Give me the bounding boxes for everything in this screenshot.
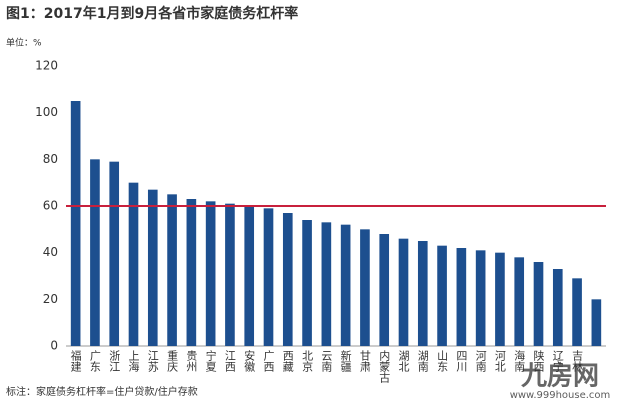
x-tick-label: 安徽 <box>243 349 256 373</box>
x-tick-label: 上海 <box>127 350 140 373</box>
x-tick-label: 吉林 <box>571 350 584 372</box>
bar <box>475 250 486 346</box>
bar <box>225 203 235 346</box>
bar <box>572 278 582 346</box>
x-tick-label: 江苏 <box>146 350 159 373</box>
x-tick-label: 云南 <box>320 350 333 372</box>
bar <box>514 257 525 346</box>
x-tick-label: 福建 <box>69 349 82 373</box>
x-tick-label: 北京 <box>301 350 314 373</box>
x-tick-label: 浙江 <box>108 350 121 372</box>
x-tick-label: 湖北 <box>397 350 410 372</box>
bar <box>456 248 467 346</box>
x-tick-label: 四川 <box>455 350 468 372</box>
bar <box>321 222 332 346</box>
bar <box>495 252 505 346</box>
bar <box>379 234 390 346</box>
bar <box>167 194 177 346</box>
x-tick-label: 甘肃 <box>358 350 371 373</box>
bar <box>205 201 216 346</box>
x-tick-label: 河南 <box>474 350 487 372</box>
bar <box>398 238 409 346</box>
bar <box>244 206 255 346</box>
x-tick-label: 陕西 <box>532 349 545 372</box>
x-tick-label: 西藏 <box>281 350 294 373</box>
x-tick-label: 内蒙古 <box>378 349 391 383</box>
y-tick-label: 40 <box>43 245 58 259</box>
bar <box>340 224 351 346</box>
watermark-logo: 九房网 <box>520 362 599 392</box>
bar <box>552 269 563 346</box>
x-tick-label: 山东 <box>436 350 449 372</box>
bar <box>437 245 447 346</box>
y-tick-label: 0 <box>50 339 58 353</box>
bar <box>417 241 428 346</box>
y-tick-label: 60 <box>43 199 58 213</box>
x-tick-label: 广西 <box>262 350 275 372</box>
x-tick-label: 广东 <box>88 350 101 372</box>
y-tick-label: 100 <box>35 105 58 119</box>
y-tick-label: 120 <box>35 59 58 73</box>
x-tick-label: 新疆 <box>339 349 352 372</box>
bar <box>70 101 81 346</box>
x-tick-label: 重庆 <box>166 349 179 373</box>
bar <box>263 208 274 346</box>
bar <box>109 161 120 346</box>
x-tick-label: 江西 <box>223 350 236 372</box>
unit-label: 单位：% <box>6 37 42 49</box>
bar <box>186 199 197 346</box>
x-tick-label: 海南 <box>513 349 526 372</box>
y-tick-label: 20 <box>43 292 58 306</box>
x-tick-label: 辽宁 <box>551 350 564 372</box>
x-tick-label: 河北 <box>493 350 506 372</box>
x-tick-label: 贵州 <box>185 350 198 372</box>
watermark-url: www.999house.com <box>510 390 611 401</box>
bar <box>533 262 544 346</box>
y-tick-label: 80 <box>43 152 58 166</box>
bar <box>282 213 293 346</box>
x-tick-label: 湖南 <box>416 350 429 372</box>
bar <box>147 189 158 346</box>
footnote: 标注：家庭债务杠杆率=住户贷款/住户存款 <box>6 385 198 398</box>
bar <box>360 229 370 346</box>
chart-title: 图1：2017年1月到9月各省市家庭债务杠杆率 <box>6 5 298 22</box>
bar <box>128 182 139 346</box>
bar <box>90 159 100 346</box>
x-tick-label: 宁夏 <box>204 349 217 372</box>
bar <box>302 220 312 346</box>
bar <box>591 299 602 346</box>
